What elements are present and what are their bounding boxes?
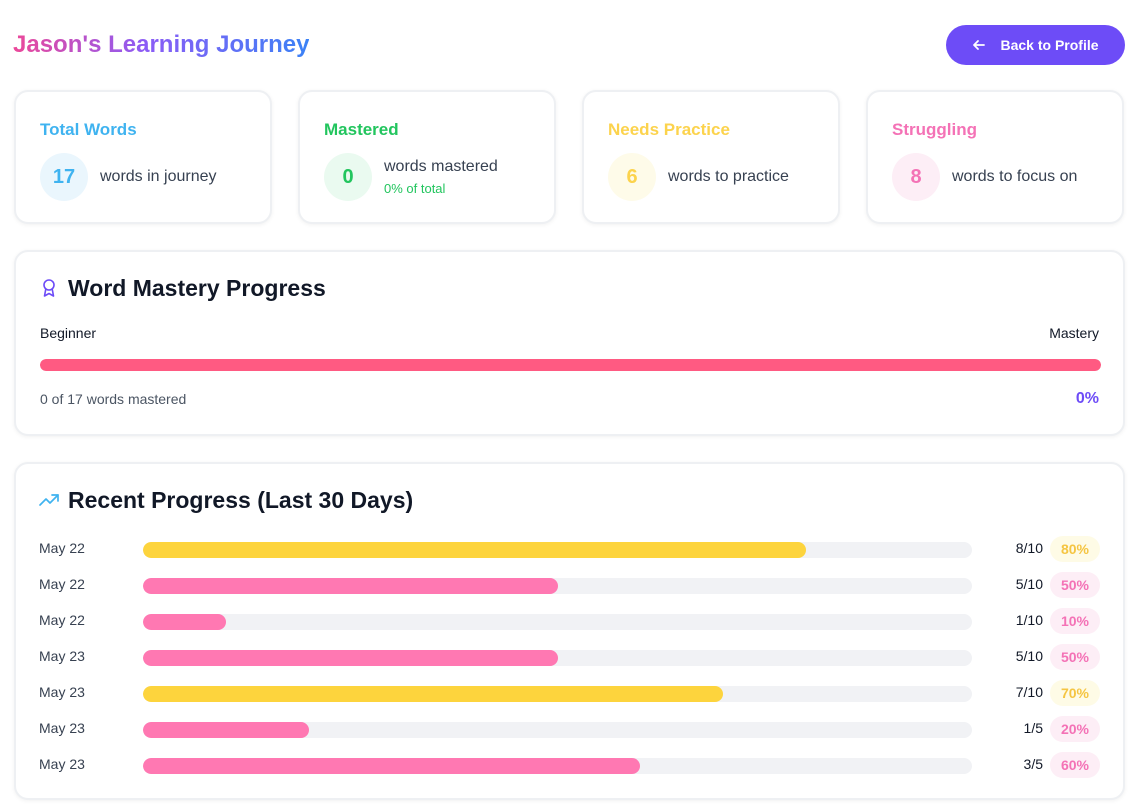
stat-card-struggling: Struggling 8 words to focus on [866,90,1124,224]
row-percent-badge: 80% [1050,536,1100,562]
row-progress-fill [143,758,641,774]
stat-sub: 0% of total [384,181,446,196]
arrow-left-icon [973,40,986,50]
stat-label: Total Words [40,120,137,139]
row-score: 1/10 [1015,612,1043,628]
row-progress-track [143,722,972,738]
stat-card-total-words: Total Words 17 words in journey [14,90,272,224]
row-percent-badge: 70% [1050,680,1100,706]
stat-value: 0 [324,153,372,201]
back-to-profile-label: Back to Profile [1000,37,1099,53]
row-progress-track [143,614,972,630]
row-score: 5/10 [1015,648,1043,664]
mastery-section: Word Mastery Progress Beginner Mastery 0… [14,250,1125,436]
row-date: May 23 [39,648,85,664]
progress-row: May 23 1/5 20% [16,716,1123,742]
row-progress-fill [143,614,226,630]
progress-row: May 23 5/10 50% [16,644,1123,670]
stat-desc: words to focus on [952,168,1078,185]
row-progress-track [143,542,972,558]
row-percent-badge: 50% [1050,644,1100,670]
award-ribbon-icon [43,279,55,297]
section-title: Word Mastery Progress [68,275,326,301]
row-progress-track [143,650,972,666]
row-score: 3/5 [1023,756,1043,772]
stat-value: 6 [608,153,656,201]
beginner-label: Beginner [40,325,97,341]
progress-row: May 22 5/10 50% [16,572,1123,598]
row-percent-badge: 20% [1050,716,1100,742]
row-progress-track [143,758,972,774]
mastery-label: Mastery [1049,325,1099,341]
row-date: May 23 [39,684,85,700]
row-score: 5/10 [1015,576,1043,592]
stat-desc: words to practice [668,168,789,185]
row-score: 7/10 [1015,684,1043,700]
row-date: May 22 [39,540,85,556]
section-title: Recent Progress (Last 30 Days) [68,487,414,513]
stat-desc: words mastered [384,158,498,175]
stat-label: Mastered [324,120,399,139]
row-score: 1/5 [1023,720,1043,736]
row-date: May 23 [39,720,85,736]
progress-row: May 22 1/10 10% [16,608,1123,634]
stat-label: Needs Practice [608,120,730,139]
row-progress-fill [143,722,309,738]
row-progress-track [143,578,972,594]
row-date: May 23 [39,756,85,772]
progress-row: May 22 8/10 80% [16,536,1123,562]
mastery-count-text: 0 of 17 words mastered [40,391,187,407]
stat-value: 8 [892,153,940,201]
row-score: 8/10 [1015,540,1043,556]
stat-card-needs-practice: Needs Practice 6 words to practice [582,90,840,224]
back-to-profile-button[interactable]: Back to Profile [946,25,1125,65]
row-progress-fill [143,578,558,594]
row-percent-badge: 50% [1050,572,1100,598]
mastery-progress-fill [40,359,1101,371]
recent-progress-section: Recent Progress (Last 30 Days) May 22 8/1… [14,462,1125,800]
row-progress-track [143,686,972,702]
stat-value: 17 [40,153,88,201]
progress-row: May 23 3/5 60% [16,752,1123,778]
stat-desc: words in journey [100,168,217,185]
row-date: May 22 [39,576,85,592]
stat-card-mastered: Mastered 0 words mastered 0% of total [298,90,556,224]
row-progress-fill [143,650,558,666]
row-percent-badge: 10% [1050,608,1100,634]
row-progress-fill [143,686,724,702]
row-date: May 22 [39,612,85,628]
row-progress-fill [143,542,807,558]
page-title: Jason's Learning Journey [13,28,309,62]
mastery-percent: 0% [1075,390,1099,407]
stat-label: Struggling [892,120,977,139]
progress-row: May 23 7/10 70% [16,680,1123,706]
row-percent-badge: 60% [1050,752,1100,778]
trending-up-icon [39,494,59,506]
mastery-progress-track [40,359,1101,371]
